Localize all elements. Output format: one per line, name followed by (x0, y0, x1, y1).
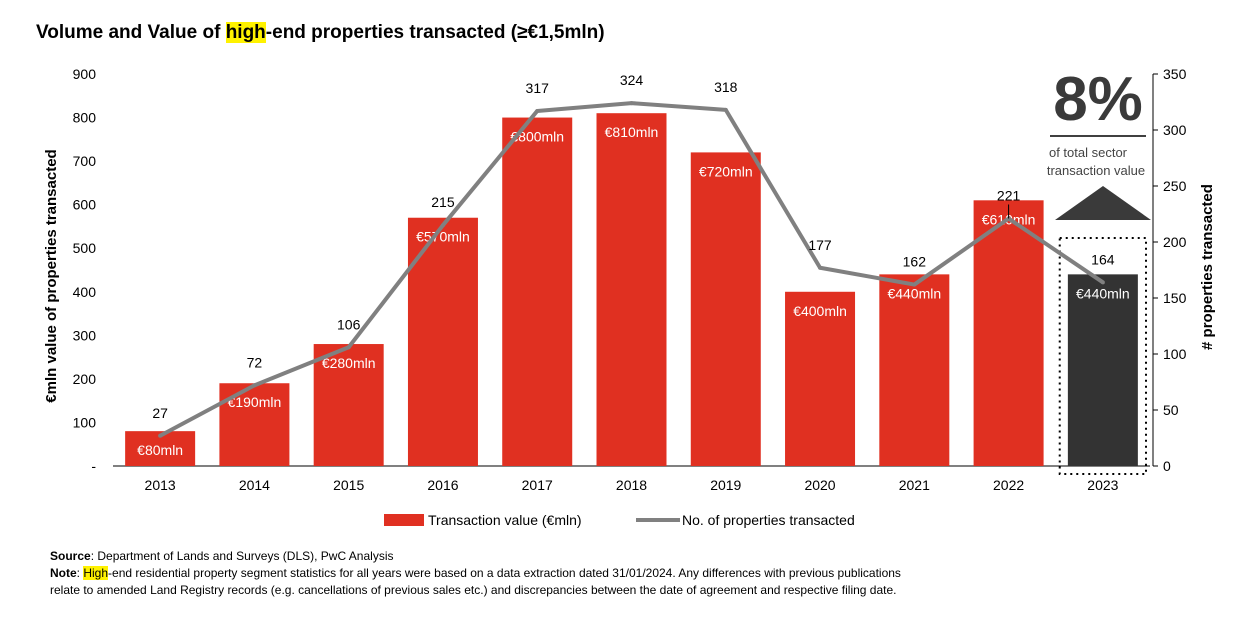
bar-2017 (502, 117, 573, 467)
x-tick-label: 2016 (427, 477, 458, 493)
y-axis-label: €mln value of properties transacted (43, 149, 60, 402)
line-data-label: 106 (337, 316, 361, 332)
bar-data-label: €400mln (793, 303, 847, 319)
bar-data-label: €440mln (887, 285, 941, 301)
y-tick-label: 400 (73, 284, 97, 300)
y-tick-label: 800 (73, 110, 97, 126)
y-tick-label: 900 (73, 66, 97, 82)
y-tick-label: 500 (73, 240, 97, 256)
bar-data-label: €280mln (322, 355, 376, 371)
note-label: Note (50, 566, 77, 580)
line-data-label: 324 (620, 72, 644, 88)
x-tick-label: 2023 (1087, 477, 1118, 493)
line-data-label: 27 (152, 405, 168, 421)
x-tick-label: 2022 (993, 477, 1024, 493)
y-tick-label: 200 (73, 371, 97, 387)
line-data-label: 164 (1091, 251, 1115, 267)
line-data-label: 215 (431, 194, 455, 210)
bar-2023 (1067, 274, 1138, 466)
y2-tick-label: 200 (1163, 234, 1187, 250)
callout-value: 8% (1053, 65, 1143, 134)
y2-tick-label: 0 (1163, 458, 1171, 474)
y-tick-label: 700 (73, 153, 97, 169)
line-point-2019 (723, 107, 728, 112)
bar-2016 (407, 217, 478, 466)
line-point-2013 (158, 433, 163, 438)
footnotes: Source: Department of Lands and Surveys … (50, 548, 1230, 599)
y-tick-label: - (91, 458, 96, 474)
x-tick-label: 2014 (239, 477, 270, 493)
note-line: Note: High-end residential property segm… (50, 565, 1230, 599)
callout-text-1: of total sector (1049, 145, 1128, 160)
y2-tick-label: 350 (1163, 66, 1187, 82)
x-tick-label: 2020 (804, 477, 835, 493)
x-tick-label: 2015 (333, 477, 364, 493)
callout-arrow (1055, 186, 1151, 220)
title-highlight: high (225, 22, 266, 43)
note-text-2: relate to amended Land Registry records … (50, 583, 897, 597)
note-text-1: -end residential property segment statis… (108, 566, 901, 580)
line-point-2014 (252, 383, 257, 388)
line-data-label: 221 (997, 187, 1021, 203)
note-sep: : (76, 566, 84, 580)
bar-data-label: €570mln (416, 229, 470, 245)
y-tick-label: 600 (73, 197, 97, 213)
line-point-2016 (440, 223, 445, 228)
legend-swatch-bar (384, 514, 424, 526)
title-after: -end properties transacted (≥€1,5mln) (265, 22, 605, 43)
callout-text-2: transaction value (1047, 163, 1145, 178)
y2-tick-label: 250 (1163, 178, 1187, 194)
line-point-2023 (1100, 280, 1105, 285)
y-tick-label: 100 (73, 414, 97, 430)
bar-2015 (313, 344, 384, 466)
bar-data-label: €720mln (699, 163, 753, 179)
bar-2021 (879, 274, 950, 466)
bar-2020 (785, 291, 856, 466)
bar-2022 (973, 200, 1044, 467)
highlight-box (1058, 237, 1148, 475)
line-data-label: 318 (714, 79, 738, 95)
bar-data-label: €810mln (605, 124, 659, 140)
bar-2018 (596, 113, 667, 466)
line-data-label: 317 (526, 80, 550, 96)
note-highlight: High (83, 566, 109, 580)
line-data-label: 162 (903, 254, 927, 270)
title-before: Volume and Value of (36, 22, 226, 43)
line-point-2018 (629, 101, 634, 106)
chart-title: Volume and Value of high-end properties … (36, 22, 605, 44)
bar-data-label: €800mln (510, 129, 564, 145)
y2-tick-label: 150 (1163, 290, 1187, 306)
line-data-label: 72 (247, 354, 263, 370)
x-tick-label: 2019 (710, 477, 741, 493)
y-tick-label: 300 (73, 327, 97, 343)
bar-data-label: €440mln (1076, 285, 1130, 301)
line-point-2017 (535, 108, 540, 113)
bar-data-label: €80mln (137, 442, 183, 458)
y2-tick-label: 100 (1163, 346, 1187, 362)
y2-axis-label: # properties transacted (1199, 184, 1216, 350)
x-tick-label: 2013 (145, 477, 176, 493)
legend-label-line: No. of properties transacted (682, 512, 855, 528)
line-point-2020 (818, 265, 823, 270)
x-tick-label: 2017 (522, 477, 553, 493)
legend-label-bar: Transaction value (€mln) (428, 512, 582, 528)
bar-2019 (690, 152, 761, 466)
source-text: : Department of Lands and Surveys (DLS),… (90, 549, 394, 563)
source-label: Source (50, 549, 91, 563)
source-line: Source: Department of Lands and Surveys … (50, 548, 1230, 565)
y2-tick-label: 50 (1163, 402, 1179, 418)
bar-data-label: €190mln (228, 394, 282, 410)
x-tick-label: 2021 (899, 477, 930, 493)
line-point-2015 (346, 345, 351, 350)
x-tick-label: 2018 (616, 477, 647, 493)
line-data-label: 177 (808, 237, 832, 253)
y2-tick-label: 300 (1163, 122, 1187, 138)
line-point-2021 (912, 282, 917, 287)
